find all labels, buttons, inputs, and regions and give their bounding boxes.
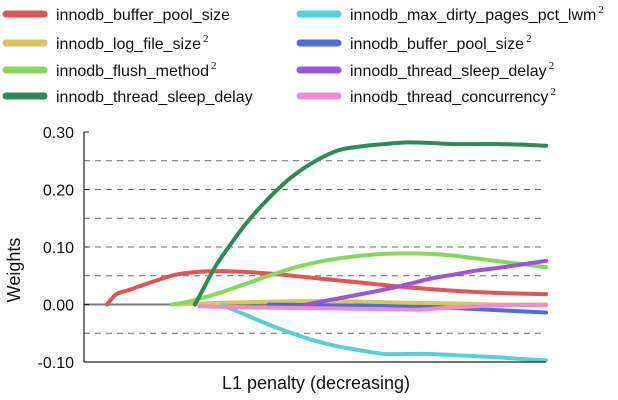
legend-label: innodb_thread_sleep_delay	[56, 89, 253, 106]
legend-label: innodb_max_dirty_pages_pct_lwm 2	[350, 4, 604, 24]
y-axis-ticks: -0.10 0.00 0.10 0.20 0.30	[38, 125, 89, 372]
legend-label: innodb_thread_concurrency 2	[350, 86, 556, 106]
series-line	[169, 251, 548, 307]
plot-area	[83, 132, 548, 363]
series-line	[220, 302, 548, 363]
legend-label: innodb_buffer_pool_size 2	[350, 33, 532, 53]
series-line	[192, 140, 548, 307]
x-axis-label: L1 penalty (decreasing)	[222, 373, 410, 393]
legend-label: innodb_thread_sleep_delay 2	[350, 60, 554, 80]
y-axis-label: Weights	[4, 238, 24, 303]
series-line	[105, 269, 548, 307]
series-line	[197, 302, 548, 312]
legend: innodb_buffer_pool_size innodb_log_file_s…	[2, 4, 604, 106]
y-tick-label: 0.30	[43, 125, 74, 142]
series-line	[266, 302, 548, 315]
legend-label: innodb_flush_method 2	[56, 60, 217, 80]
legend-label: innodb_buffer_pool_size	[56, 7, 230, 24]
y-tick-label: 0.00	[43, 298, 74, 315]
y-tick-label: 0.10	[43, 240, 74, 257]
y-tick-label: -0.10	[38, 355, 75, 372]
y-tick-label: 0.20	[43, 183, 74, 200]
series-line	[303, 258, 548, 307]
legend-label: innodb_log_file_size 2	[56, 33, 209, 53]
